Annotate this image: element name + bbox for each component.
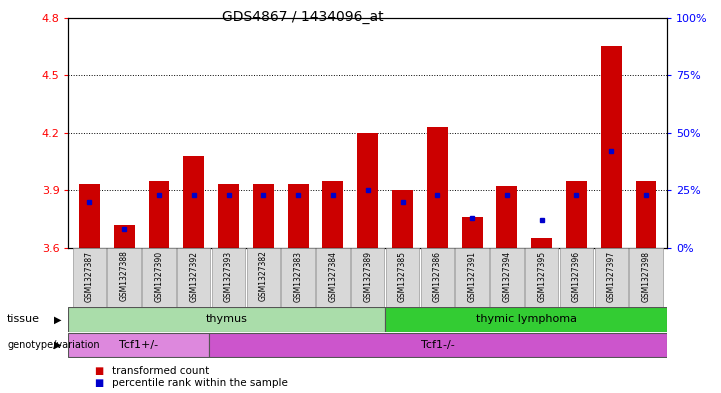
Bar (142, 248, 176, 307)
Text: ▶: ▶ (54, 314, 61, 324)
Bar (253, 184, 274, 248)
Bar (212, 248, 245, 307)
Bar (427, 127, 448, 248)
Bar (525, 248, 558, 307)
Bar (351, 248, 384, 307)
Text: GSM1327384: GSM1327384 (329, 251, 337, 301)
Text: Tcf1-/-: Tcf1-/- (421, 340, 455, 350)
Text: GSM1327396: GSM1327396 (572, 251, 581, 302)
Text: GSM1327388: GSM1327388 (120, 251, 128, 301)
Bar (420, 248, 454, 307)
Text: tissue: tissue (7, 314, 40, 324)
Text: ■: ■ (94, 378, 103, 388)
Text: GSM1327382: GSM1327382 (259, 251, 267, 301)
Text: GSM1327397: GSM1327397 (607, 251, 616, 302)
Bar (68, 307, 385, 332)
Bar (73, 248, 106, 307)
Bar (392, 190, 413, 248)
Bar (79, 184, 99, 248)
Text: genotype/variation: genotype/variation (7, 340, 99, 350)
Bar (177, 248, 211, 307)
Bar (209, 332, 667, 357)
Bar (595, 248, 628, 307)
Bar (461, 217, 482, 248)
Text: GSM1327393: GSM1327393 (224, 251, 233, 302)
Text: GSM1327390: GSM1327390 (154, 251, 164, 302)
Text: GDS4867 / 1434096_at: GDS4867 / 1434096_at (222, 10, 384, 24)
Bar (317, 248, 350, 307)
Bar (68, 332, 209, 357)
Bar (247, 248, 280, 307)
Text: percentile rank within the sample: percentile rank within the sample (112, 378, 288, 388)
Bar (149, 180, 169, 248)
Bar (281, 248, 315, 307)
Text: GSM1327395: GSM1327395 (537, 251, 547, 302)
Text: ■: ■ (94, 366, 103, 376)
Text: GSM1327391: GSM1327391 (468, 251, 477, 301)
Text: GSM1327385: GSM1327385 (398, 251, 407, 301)
Bar (385, 307, 667, 332)
Bar (629, 248, 663, 307)
Bar (531, 238, 552, 248)
Text: GSM1327392: GSM1327392 (189, 251, 198, 301)
Text: ▶: ▶ (54, 340, 61, 350)
Bar (322, 180, 343, 248)
Text: GSM1327398: GSM1327398 (642, 251, 650, 301)
Bar (490, 248, 523, 307)
Text: GSM1327387: GSM1327387 (85, 251, 94, 301)
Text: thymus: thymus (206, 314, 248, 324)
Bar (456, 248, 489, 307)
Text: GSM1327383: GSM1327383 (293, 251, 303, 301)
Bar (566, 180, 587, 248)
Text: thymic lymphoma: thymic lymphoma (476, 314, 577, 324)
Bar (114, 224, 135, 248)
Bar (358, 132, 378, 248)
Bar (386, 248, 419, 307)
Text: GSM1327386: GSM1327386 (433, 251, 442, 301)
Text: GSM1327389: GSM1327389 (363, 251, 372, 301)
Text: GSM1327394: GSM1327394 (503, 251, 511, 302)
Bar (218, 184, 239, 248)
Bar (636, 180, 657, 248)
Text: Tcf1+/-: Tcf1+/- (120, 340, 159, 350)
Bar (107, 248, 141, 307)
Text: transformed count: transformed count (112, 366, 209, 376)
Bar (497, 186, 518, 248)
Bar (288, 184, 309, 248)
Bar (601, 46, 622, 248)
Bar (183, 156, 204, 248)
Bar (559, 248, 593, 307)
